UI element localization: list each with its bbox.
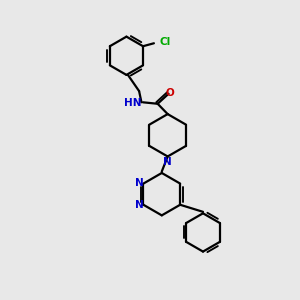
Text: HN: HN [124,98,142,108]
Text: O: O [166,88,174,98]
Text: N: N [163,157,172,167]
Text: N: N [135,178,143,188]
Text: N: N [135,200,143,210]
Text: Cl: Cl [159,37,170,47]
